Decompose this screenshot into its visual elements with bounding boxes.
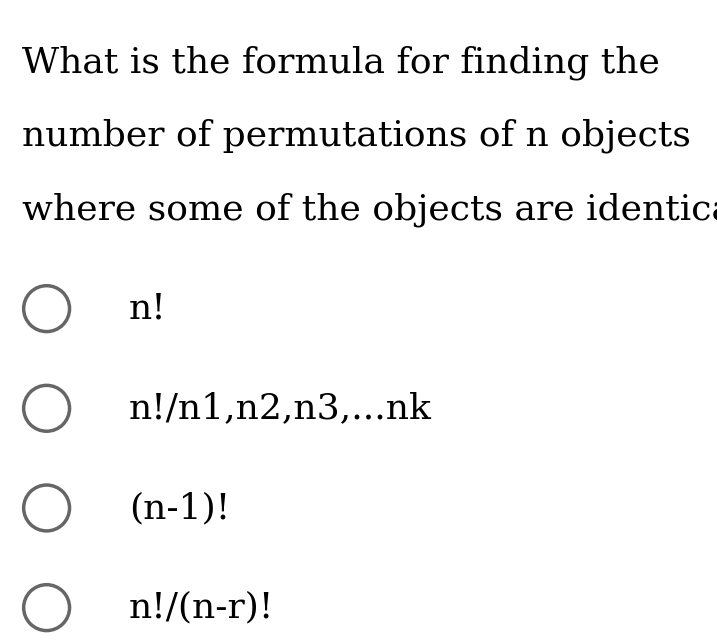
Text: n!/n1,n2,n3,...nk: n!/n1,n2,n3,...nk [129,392,432,425]
Text: What is the formula for finding the: What is the formula for finding the [22,45,660,80]
Text: number of permutations of n objects: number of permutations of n objects [22,119,690,154]
Text: where some of the objects are identical?: where some of the objects are identical? [22,193,717,228]
Text: n!/(n-r)!: n!/(n-r)! [129,591,275,624]
Text: n!: n! [129,292,167,325]
Text: (n-1)!: (n-1)! [129,491,230,525]
